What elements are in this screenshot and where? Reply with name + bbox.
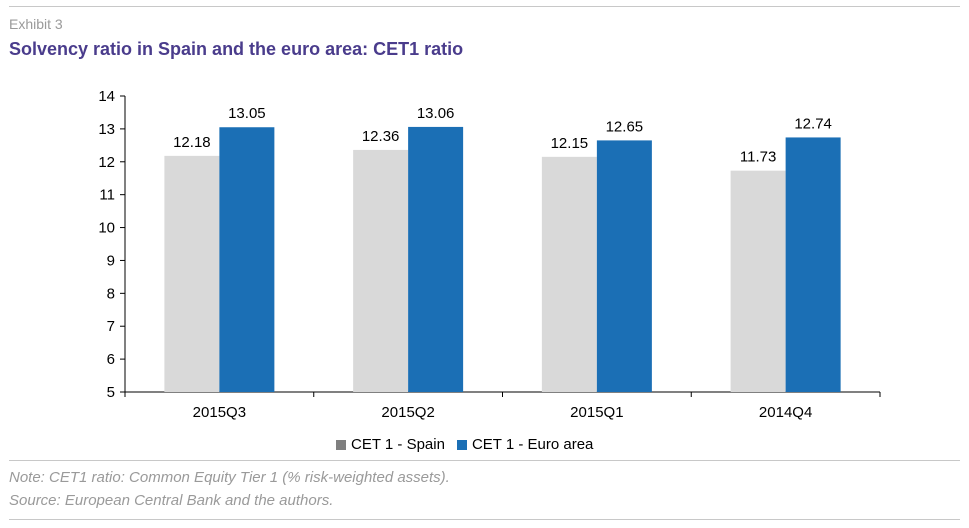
x-tick-label: 2015Q3 xyxy=(193,404,246,421)
bottom-divider xyxy=(9,519,960,520)
data-label: 12.15 xyxy=(551,135,589,152)
bar-spain xyxy=(730,170,786,392)
y-tick-label: 11 xyxy=(99,187,115,204)
y-tick-label: 14 xyxy=(98,88,115,105)
bar-euro-area xyxy=(785,137,841,392)
bar-euro-area xyxy=(408,126,464,392)
y-tick-label: 9 xyxy=(107,252,115,269)
y-tick-label: 12 xyxy=(98,154,115,171)
bar-euro-area xyxy=(219,127,275,392)
bar-spain xyxy=(353,149,409,392)
legend-label-spain: CET 1 - Spain xyxy=(351,436,445,453)
legend-item-euro-area: CET 1 - Euro area xyxy=(456,436,594,453)
data-label: 12.36 xyxy=(362,128,400,145)
footnote: Note: CET1 ratio: Common Equity Tier 1 (… xyxy=(9,469,450,486)
bar-spain xyxy=(541,156,597,392)
data-label: 12.18 xyxy=(173,134,211,151)
exhibit-label: Exhibit 3 xyxy=(9,16,63,32)
data-label: 13.06 xyxy=(417,105,455,122)
bar-spain xyxy=(164,155,220,392)
y-tick-label: 6 xyxy=(107,351,115,368)
legend-swatch-spain xyxy=(336,439,346,450)
data-label: 13.05 xyxy=(228,105,266,122)
footer-divider xyxy=(9,460,960,461)
y-tick-label: 10 xyxy=(98,220,115,237)
chart-title: Solvency ratio in Spain and the euro are… xyxy=(9,39,464,59)
chart-legend: CET 1 - Spain CET 1 - Euro area xyxy=(336,436,605,453)
y-tick-label: 13 xyxy=(98,121,115,138)
y-tick-label: 7 xyxy=(107,318,115,335)
legend-item-spain: CET 1 - Spain xyxy=(336,436,445,453)
legend-swatch-euro-area xyxy=(456,439,467,450)
data-label: 11.73 xyxy=(740,149,776,166)
y-tick-label: 5 xyxy=(107,384,115,401)
source-note: Source: European Central Bank and the au… xyxy=(9,492,334,509)
y-tick-label: 8 xyxy=(107,285,115,302)
x-tick-label: 2015Q1 xyxy=(570,404,623,421)
data-label: 12.74 xyxy=(794,115,832,132)
x-tick-label: 2014Q4 xyxy=(759,404,812,421)
data-label: 12.65 xyxy=(606,118,644,135)
bar-euro-area xyxy=(596,140,652,392)
legend-label-euro-area: CET 1 - Euro area xyxy=(471,436,594,453)
top-divider xyxy=(9,6,960,7)
x-tick-label: 2015Q2 xyxy=(381,404,434,421)
